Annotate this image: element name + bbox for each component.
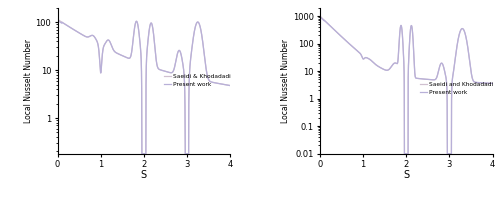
Saeidi & Khodadadi [227, 84, 233, 87]
Saeidi and Khodadadi [402, 152, 407, 155]
Present work [490, 82, 496, 85]
Saeidi & Khodadadi [117, 53, 123, 56]
Present work [54, 19, 60, 22]
Y-axis label: Local Nusselt Number: Local Nusselt Number [281, 39, 290, 123]
Saeidi and Khodadadi [445, 152, 451, 155]
Saeidi & Khodadadi [164, 71, 170, 73]
Line: Saeidi and Khodadadi: Saeidi and Khodadadi [320, 16, 492, 154]
Saeidi and Khodadadi [380, 68, 386, 70]
Present work [227, 84, 233, 87]
Present work [63, 24, 69, 26]
Saeidi and Khodadadi [419, 78, 425, 80]
Present work [326, 23, 332, 26]
Legend: Saeidi & Khodadadi, Present work: Saeidi & Khodadadi, Present work [164, 74, 230, 87]
Saeidi and Khodadadi [326, 23, 332, 26]
Present work [445, 152, 451, 155]
Saeidi & Khodadadi [192, 28, 198, 31]
Line: Present work: Present work [58, 20, 230, 154]
Saeidi & Khodadadi [182, 152, 188, 155]
Line: Saeidi & Khodadadi: Saeidi & Khodadadi [58, 19, 230, 154]
Present work [139, 152, 145, 155]
Present work [419, 78, 425, 80]
Legend: Saeidi and Khodadadi, Present work: Saeidi and Khodadadi, Present work [420, 82, 493, 95]
Present work [317, 16, 323, 18]
Present work [192, 28, 198, 31]
Saeidi and Khodadadi [490, 82, 496, 85]
X-axis label: S: S [403, 170, 409, 180]
Present work [156, 68, 162, 71]
Saeidi & Khodadadi [63, 24, 69, 26]
Present work [164, 71, 170, 73]
Present work [426, 78, 432, 81]
Saeidi and Khodadadi [454, 44, 460, 47]
Saeidi & Khodadadi [54, 18, 60, 20]
Present work [117, 53, 123, 56]
Saeidi and Khodadadi [426, 78, 432, 81]
Present work [402, 152, 407, 155]
X-axis label: S: S [140, 170, 147, 180]
Saeidi & Khodadadi [156, 68, 162, 71]
Y-axis label: Local Nusselt Number: Local Nusselt Number [24, 39, 32, 123]
Line: Present work: Present work [320, 17, 492, 154]
Saeidi and Khodadadi [317, 15, 323, 17]
Present work [454, 44, 460, 47]
Present work [380, 68, 386, 70]
Present work [182, 152, 188, 155]
Saeidi & Khodadadi [139, 152, 145, 155]
